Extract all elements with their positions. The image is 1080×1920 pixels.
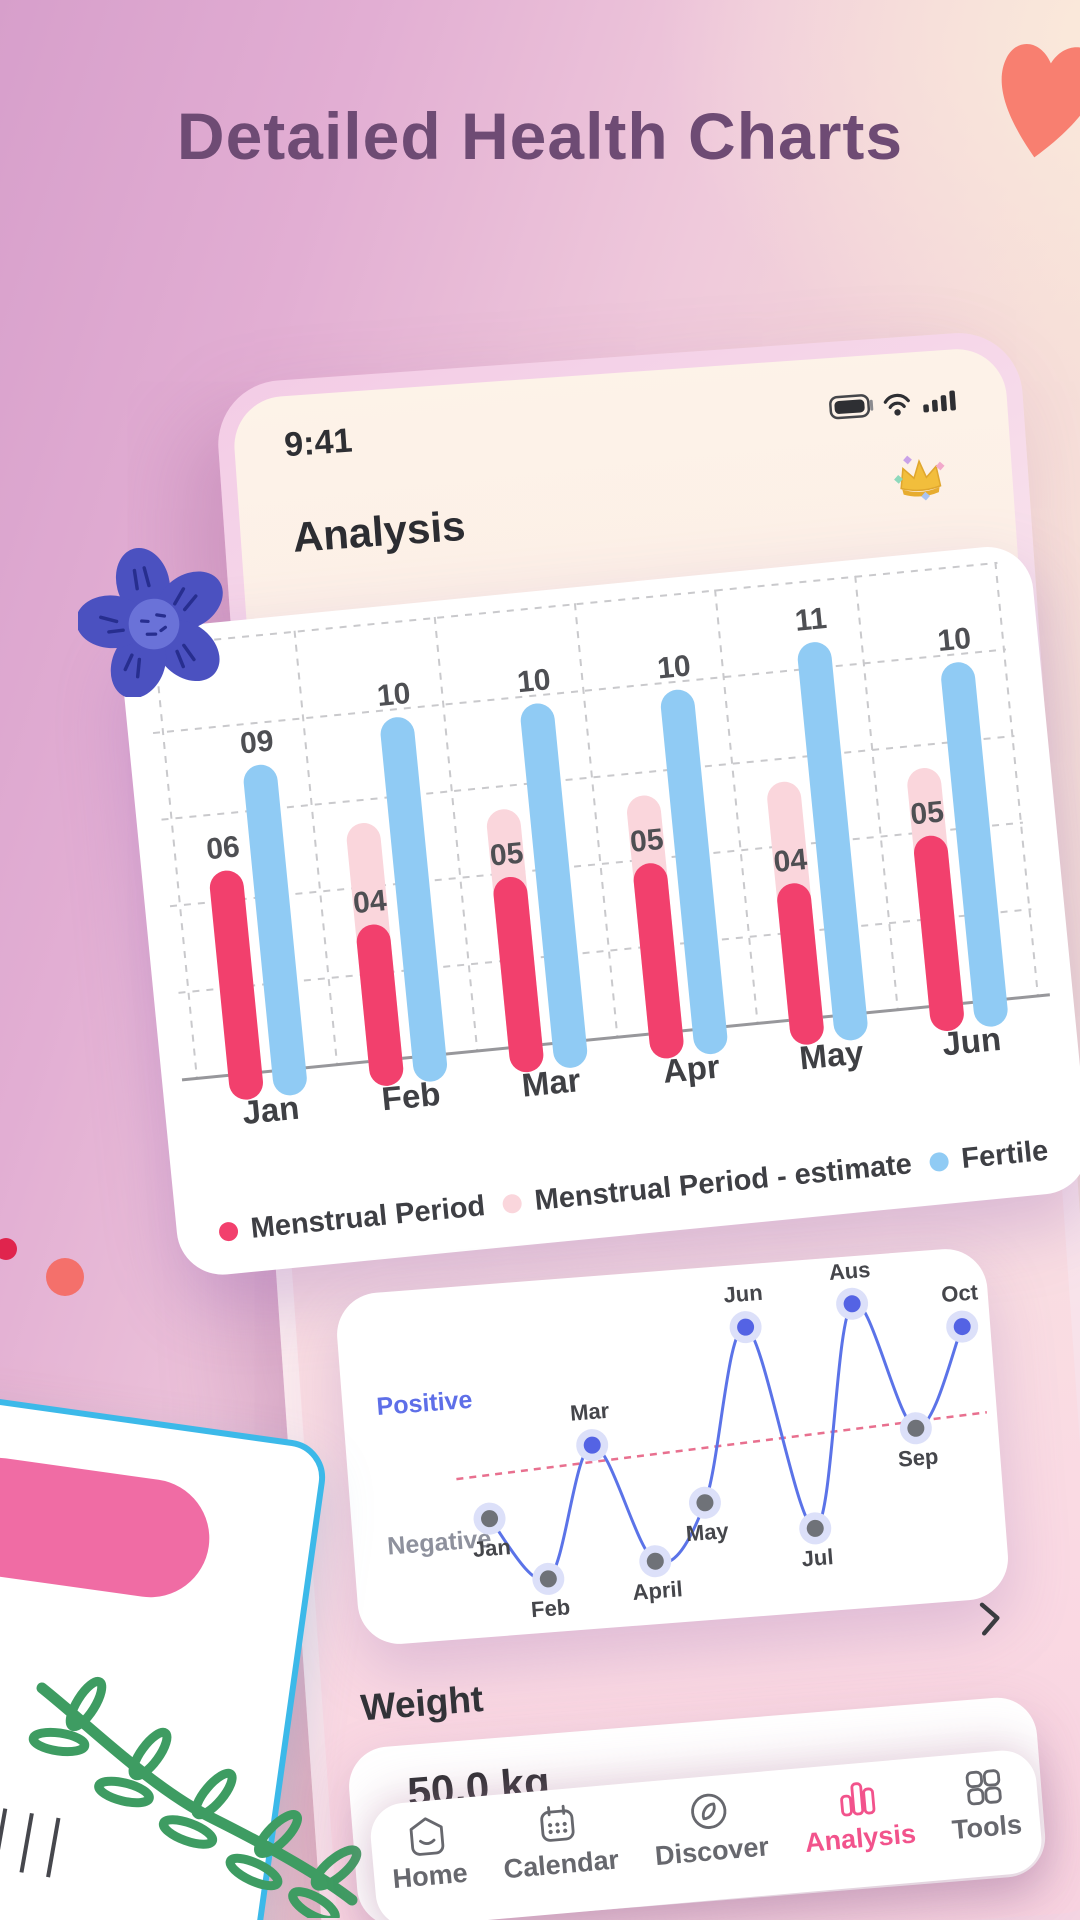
svg-text:Mar: Mar <box>520 1061 582 1104</box>
legend-dot-estimate <box>502 1193 523 1215</box>
svg-text:April: April <box>632 1576 684 1605</box>
weight-section-row[interactable]: Weight <box>352 1602 1006 1728</box>
svg-text:10: 10 <box>376 677 412 713</box>
svg-text:Positive: Positive <box>376 1386 474 1421</box>
svg-text:May: May <box>798 1033 866 1076</box>
svg-text:Aus: Aus <box>828 1257 871 1285</box>
cycle-bar-chart-card: 06 09 Jan 04 10 Feb 05 10 Mar 05 10 Apr 04 11 May 05 10 J… <box>118 542 1080 1279</box>
legend-dot-menstrual <box>218 1221 239 1242</box>
svg-text:Mar: Mar <box>569 1398 610 1426</box>
nav-item-analysis[interactable]: Analysis <box>800 1771 918 1859</box>
nav-label: Home <box>391 1857 469 1895</box>
analysis-icon <box>839 1782 876 1817</box>
mood-line-chart: PositiveNegativeJanFebMarAprilMayJunJulA… <box>376 1257 987 1622</box>
svg-text:Sep: Sep <box>897 1444 939 1472</box>
svg-text:10: 10 <box>516 663 552 699</box>
leaf-branch-decoration-icon <box>28 1676 362 1918</box>
legend-dot-fertile <box>928 1151 950 1173</box>
wifi-icon <box>883 393 910 416</box>
nav-item-tools[interactable]: Tools <box>947 1761 1024 1846</box>
svg-text:11: 11 <box>794 602 829 638</box>
svg-text:Feb: Feb <box>530 1594 571 1622</box>
calendar-icon <box>540 1804 576 1842</box>
svg-text:05: 05 <box>629 823 665 859</box>
nav-label: Calendar <box>502 1844 621 1885</box>
nav-label: Tools <box>950 1809 1024 1846</box>
status-time: 9:41 <box>283 421 354 465</box>
svg-text:Jun: Jun <box>941 1020 1003 1063</box>
phone-mockup: 9:41 <box>214 328 1080 1920</box>
svg-text:Feb: Feb <box>380 1075 442 1118</box>
page-title: Detailed Health Charts <box>176 99 904 173</box>
svg-text:10: 10 <box>656 649 692 685</box>
phone-screen: 9:41 <box>231 345 1080 1920</box>
mood-line-chart-card: Positive Negative Jan Feb Mar April May Jun Jul A… <box>334 1245 1012 1647</box>
heart-decoration-icon <box>1001 44 1080 158</box>
svg-text:04: 04 <box>772 843 809 879</box>
svg-text:Jan: Jan <box>472 1534 512 1562</box>
chevron-right-icon[interactable] <box>978 1600 1003 1637</box>
cycle-bar-chart: 06 09 Jan 04 10 Feb 05 10 Mar 05 10 Apr 04 11 May 05 10 J… <box>144 561 1050 1131</box>
svg-text:Oct: Oct <box>940 1279 979 1307</box>
svg-text:09: 09 <box>239 724 275 760</box>
status-icons <box>829 389 956 419</box>
pill-decoration <box>0 1450 217 1605</box>
battery-icon <box>829 393 874 419</box>
svg-text:Apr: Apr <box>661 1047 721 1089</box>
crown-badge-icon[interactable] <box>891 452 950 503</box>
svg-text:May: May <box>685 1518 730 1546</box>
nav-item-discover[interactable]: Discover <box>650 1783 771 1872</box>
svg-text:05: 05 <box>488 837 524 873</box>
nav-label: Analysis <box>803 1818 918 1858</box>
svg-text:04: 04 <box>352 884 389 920</box>
dot-decoration-small <box>0 1238 17 1260</box>
tools-icon <box>965 1769 1002 1806</box>
svg-text:Jan: Jan <box>241 1089 301 1131</box>
screen-title: Analysis <box>291 501 467 561</box>
svg-text:05: 05 <box>909 795 945 831</box>
svg-text:10: 10 <box>936 622 972 658</box>
nav-label: Discover <box>653 1831 771 1872</box>
cellular-signal-icon <box>923 389 956 412</box>
nav-item-home[interactable]: Home <box>387 1810 469 1895</box>
flower-decoration-icon <box>78 547 223 697</box>
status-bar: 9:41 <box>283 379 962 465</box>
svg-text:06: 06 <box>205 830 241 866</box>
svg-text:Jul: Jul <box>801 1544 835 1571</box>
bottom-nav: Home Calendar Discover <box>368 1747 1045 1920</box>
nav-item-calendar[interactable]: Calendar <box>498 1797 620 1886</box>
discover-icon <box>690 1793 727 1829</box>
svg-text:Jun: Jun <box>723 1280 764 1308</box>
home-icon <box>409 1817 444 1856</box>
dot-decoration-large <box>46 1258 84 1296</box>
